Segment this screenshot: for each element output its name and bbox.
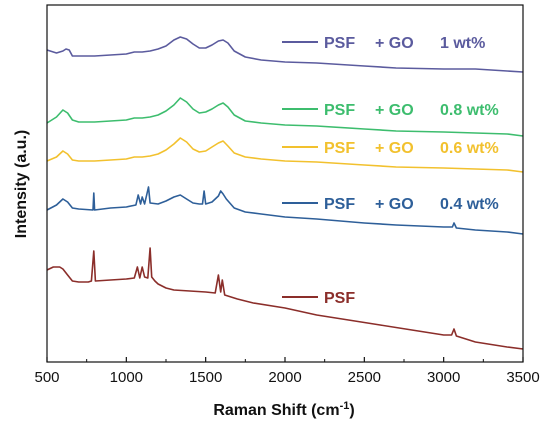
y-axis-title: Intensity (a.u.) [13,130,30,238]
x-tick-label: 500 [34,369,59,386]
x-tick-label: 3000 [427,369,460,386]
x-axis-title: Raman Shift (cm-1) [213,400,354,419]
x-tick-label: 2500 [348,369,381,386]
x-axis-title-close: ) [349,402,354,419]
legend: PSF + GO 1 wt% PSF + GO 0.8 wt% PSF + GO 0.6 wt%… [282,35,499,307]
series-line-0 [46,36,524,73]
x-tick-label: 2000 [268,369,301,386]
x-tick-label: 1500 [189,369,222,386]
legend-label-additive: + GO [375,196,414,213]
legend-label-additive: + GO [375,140,414,157]
legend-label-additive: + GO [375,102,414,119]
legend-label-loading: 0.6 wt% [440,140,499,157]
x-axis-title-superscript: -1 [340,400,350,412]
x-tick-label: 1000 [110,369,143,386]
legend-label-material: PSF [324,290,355,307]
legend-label-material: PSF [324,140,355,157]
series-group [46,36,524,350]
legend-label-loading: 1 wt% [440,35,485,52]
series-line-2 [46,137,524,173]
series-line-1 [46,97,524,137]
legend-label-loading: 0.4 wt% [440,196,499,213]
legend-label-material: PSF [324,35,355,52]
legend-label-material: PSF [324,196,355,213]
legend-label-additive: + GO [375,35,414,52]
x-tick-label: 3500 [506,369,539,386]
legend-label-loading: 0.8 wt% [440,102,499,119]
x-axis-title-main: Raman Shift (cm [213,402,339,419]
legend-label-material: PSF [324,102,355,119]
series-line-3 [46,186,524,235]
x-axis-ticks: 500 1000 1500 2000 2500 3000 3500 [34,357,540,386]
series-line-4 [46,247,524,350]
